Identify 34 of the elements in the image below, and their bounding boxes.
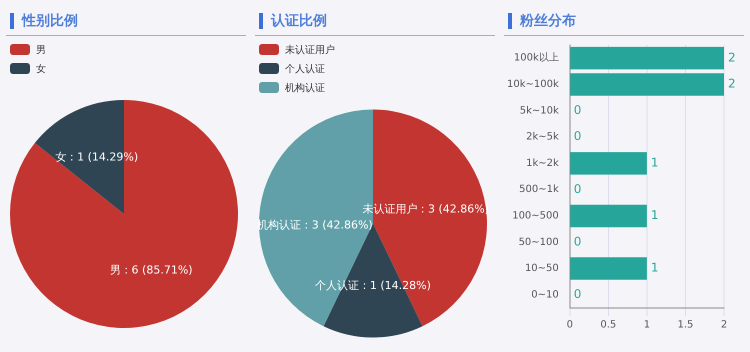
data-label: 1	[650, 208, 659, 222]
y-tick-label: 100~500	[512, 210, 559, 222]
y-tick-label: 0~10	[531, 289, 559, 300]
data-label: 0	[574, 182, 582, 196]
y-tick-label: 5k~10k	[520, 105, 559, 116]
legend-label: 女	[36, 62, 46, 76]
chart-title: 认证比例	[259, 13, 327, 29]
data-label: 0	[574, 102, 582, 117]
data-label: 2	[728, 76, 736, 91]
y-tick-label: 500~1k	[519, 184, 559, 196]
data-label: 0	[574, 286, 582, 301]
legend-label: 未认证用户	[285, 44, 335, 56]
legend-label: 个人认证	[285, 62, 325, 76]
legend-label: 机构认证	[285, 82, 325, 94]
y-tick-label: 1k~2k	[526, 158, 559, 169]
x-tick-label: 0	[566, 320, 573, 331]
data-label: 0	[574, 234, 582, 248]
legend-label: 男	[36, 44, 46, 56]
chart-title: 粉丝分布	[508, 13, 576, 29]
x-tick-label: 1.5	[677, 320, 694, 331]
data-label: 0	[574, 129, 582, 144]
y-tick-label: 10~50	[524, 263, 559, 274]
data-label: 1	[650, 260, 659, 275]
y-tick-label: 100k以上	[514, 52, 559, 64]
data-label: 2	[728, 50, 736, 64]
data-label: 男 : 6 (85.71%)	[110, 263, 193, 276]
chart-title: 性别比例	[10, 13, 78, 29]
x-tick-label: 2	[720, 320, 728, 331]
y-tick-label: 2k~5k	[526, 132, 559, 143]
x-tick-label: 0.5	[600, 320, 616, 331]
x-tick-label: 1	[644, 320, 650, 331]
y-tick-label: 50~100	[518, 236, 559, 248]
data-label: 1	[650, 155, 659, 170]
y-tick-label: 10k~100k	[506, 79, 559, 90]
